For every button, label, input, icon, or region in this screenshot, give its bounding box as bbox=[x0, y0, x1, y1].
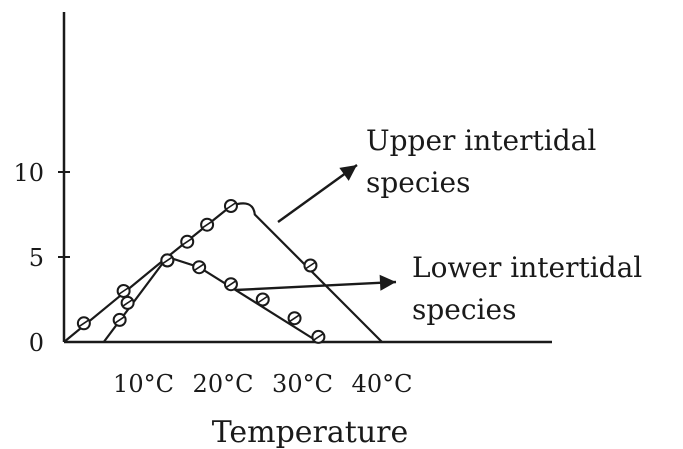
annotation-arrow bbox=[235, 280, 397, 292]
series-line bbox=[63, 255, 319, 343]
data-point-mark bbox=[289, 314, 300, 322]
y-tick-label: 10 bbox=[13, 159, 44, 187]
annotation-2: Lower intertidal species bbox=[235, 251, 642, 326]
series-group bbox=[63, 199, 383, 344]
data-point-mark bbox=[257, 295, 268, 304]
x-tick-label: 40°C bbox=[352, 370, 413, 398]
annotations: Upper intertidal species Lower intertidal s… bbox=[235, 124, 642, 326]
data-point-mark bbox=[202, 221, 213, 229]
x-tick-label: 20°C bbox=[193, 370, 254, 398]
series-line bbox=[102, 202, 383, 343]
x-tick-label: 30°C bbox=[272, 370, 333, 398]
data-point-mark bbox=[305, 261, 316, 270]
data-point-mark bbox=[162, 256, 173, 265]
data-point-mark bbox=[122, 299, 133, 307]
data-point-mark bbox=[114, 316, 125, 324]
data-point-mark bbox=[226, 280, 236, 288]
annotation-text: Upper intertidal bbox=[366, 124, 596, 157]
y-tick-label: 0 bbox=[29, 329, 44, 357]
data-point-mark bbox=[226, 202, 236, 210]
data-point-mark bbox=[118, 287, 129, 295]
data-point-mark bbox=[194, 263, 205, 271]
y-tick-label: 5 bbox=[29, 244, 44, 272]
series-2 bbox=[63, 253, 326, 344]
annotation-text: species bbox=[366, 166, 470, 199]
data-point-mark bbox=[313, 333, 324, 341]
annotation-arrow bbox=[277, 164, 358, 223]
series-1 bbox=[102, 199, 383, 343]
data-point-mark bbox=[78, 319, 89, 327]
annotation-text: Lower intertidal bbox=[412, 251, 642, 284]
annotation-text: species bbox=[412, 293, 516, 326]
ticks: 0 5 10 10°C 20°C 30°C 40°C bbox=[13, 159, 412, 398]
axes bbox=[62, 12, 552, 344]
arrow-head bbox=[339, 165, 357, 181]
data-point-mark bbox=[182, 238, 193, 246]
x-axis-label: Temperature bbox=[212, 415, 409, 449]
x-tick-label: 10°C bbox=[113, 370, 174, 398]
annotation-1: Upper intertidal species bbox=[277, 124, 596, 223]
arrow-head bbox=[379, 274, 396, 291]
